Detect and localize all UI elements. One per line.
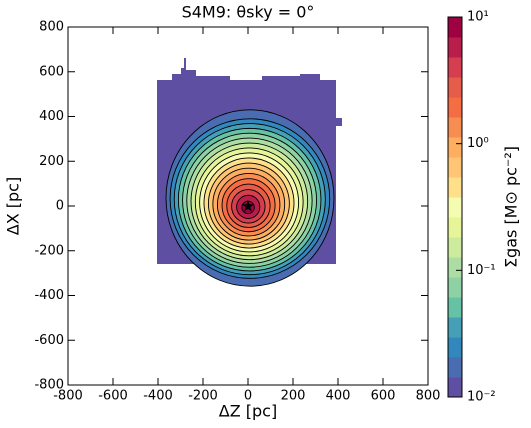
colorbar-band xyxy=(448,337,462,358)
y-tick-label: -800 xyxy=(34,378,64,393)
colorbar-band xyxy=(448,297,462,318)
x-tick-label: -400 xyxy=(143,389,173,404)
x-tick-label: 600 xyxy=(371,389,396,404)
colorbar-band xyxy=(448,157,462,178)
density-level xyxy=(241,200,255,215)
colorbar-band xyxy=(448,257,462,278)
x-tick-label: -800 xyxy=(53,389,83,404)
colorbar-band xyxy=(448,97,462,118)
y-tick-label: -600 xyxy=(34,333,64,348)
x-tick-label: 400 xyxy=(326,389,351,404)
x-tick-label: 800 xyxy=(416,389,441,404)
colorbar-tick-label: 10⁻² xyxy=(467,390,496,405)
y-tick-label: 800 xyxy=(39,20,64,35)
colorbar-band xyxy=(448,117,462,138)
x-tick-label: 200 xyxy=(281,389,306,404)
colorbar-tick-label: 10⁰ xyxy=(467,136,489,151)
x-tick-label: -600 xyxy=(98,389,128,404)
center-marker: ★ xyxy=(242,200,254,215)
colorbar-band xyxy=(448,177,462,198)
y-tick-label: 200 xyxy=(39,154,64,169)
colorbar-band xyxy=(448,317,462,338)
colorbar-band xyxy=(448,237,462,258)
colorbar-band xyxy=(448,377,462,398)
density-map: ★ xyxy=(157,58,342,287)
colorbar-tick-label: 10¹ xyxy=(467,10,489,25)
colorbar-band xyxy=(448,17,462,38)
colorbar-band xyxy=(448,197,462,218)
y-tick-label: 0 xyxy=(56,199,64,214)
colorbar-tick-label: 10⁻¹ xyxy=(467,263,496,278)
colorbar-band xyxy=(448,37,462,58)
x-tick-label: 0 xyxy=(244,389,252,404)
chart-title: S4M9: θsky = 0° xyxy=(182,3,315,22)
y-tick-label: -400 xyxy=(34,288,64,303)
colorbar-label: Σgas [M⊙ pc⁻²] xyxy=(502,146,521,268)
y-tick-label: -200 xyxy=(34,243,64,258)
colorbar-band xyxy=(448,137,462,158)
colorbar-band xyxy=(448,357,462,378)
y-tick-label: 400 xyxy=(39,109,64,124)
colorbar-band xyxy=(448,77,462,98)
colorbar-band xyxy=(448,217,462,238)
y-axis-label: ΔX [pc] xyxy=(4,177,23,235)
colorbar-band xyxy=(448,57,462,78)
x-tick-label: -200 xyxy=(188,389,218,404)
colorbar-band xyxy=(448,277,462,298)
colorbar-frame xyxy=(447,16,463,398)
x-axis-label: ΔZ [pc] xyxy=(219,402,277,421)
y-tick-label: 600 xyxy=(39,64,64,79)
